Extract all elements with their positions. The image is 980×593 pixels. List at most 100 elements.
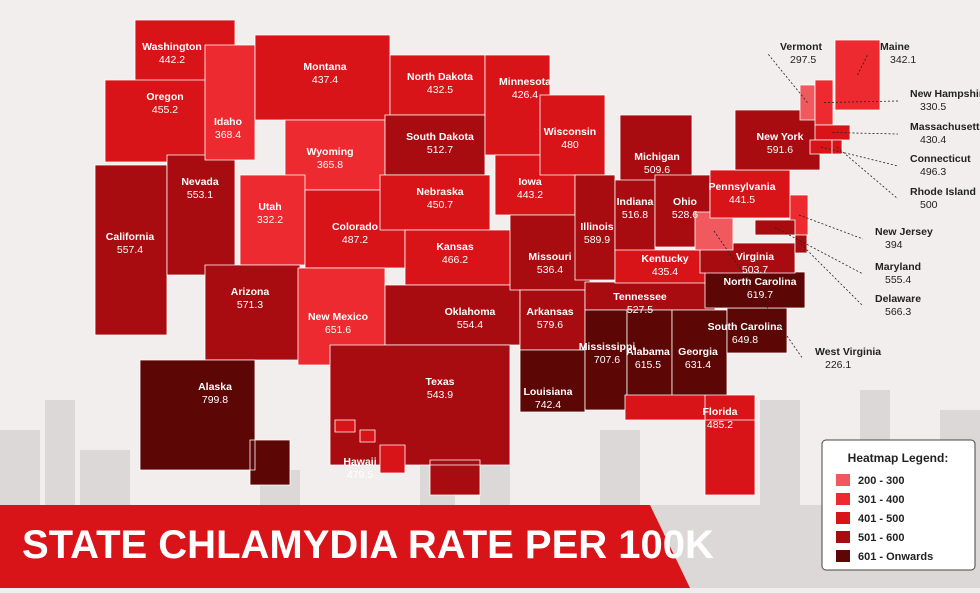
legend-box	[821, 439, 976, 571]
state-name: New Mexico	[308, 311, 368, 323]
state-rate: 799.8	[202, 394, 228, 406]
state-rate: 365.8	[317, 159, 343, 171]
state-name: Hawaii	[343, 456, 376, 468]
state-name: New Hampshire	[910, 88, 980, 100]
legend-swatch	[836, 493, 850, 505]
state-rate: 555.4	[885, 274, 911, 286]
state-rate: 554.4	[457, 319, 483, 331]
state-name: Vermont	[780, 41, 823, 53]
state-name: West Virginia	[815, 346, 881, 358]
callout-line	[767, 53, 808, 103]
callout-line	[832, 132, 899, 135]
state-name: Alabama	[626, 346, 670, 358]
state-name: New Jersey	[875, 226, 933, 238]
state-name: Massachusetts	[910, 121, 980, 133]
state-rate: 557.4	[117, 244, 143, 256]
legend-label: 200 - 300	[858, 475, 904, 487]
state-name: Iowa	[518, 176, 541, 188]
state-rate: 579.6	[537, 319, 563, 331]
title-banner	[0, 505, 690, 588]
state-name: Michigan	[634, 151, 680, 163]
state-name: Nevada	[181, 176, 219, 188]
state-name: Florida	[702, 406, 737, 418]
state-name: South Carolina	[708, 321, 783, 333]
state-rate: 516.8	[622, 209, 648, 221]
callout-line	[820, 146, 899, 167]
state	[699, 242, 796, 274]
state-rate: 528.6	[672, 209, 698, 221]
state	[94, 164, 168, 336]
state-rate: 503.7	[742, 264, 768, 276]
state	[204, 44, 256, 161]
state	[734, 109, 821, 171]
state-name: Kansas	[436, 241, 474, 253]
state-rate: 435.4	[652, 266, 678, 278]
state-rate: 480	[561, 139, 579, 151]
state-rate: 651.6	[325, 324, 351, 336]
state-name: Nebraska	[416, 186, 463, 198]
state-name: North Dakota	[407, 71, 473, 83]
state-rate: 571.3	[237, 299, 263, 311]
callout-line	[713, 230, 804, 360]
state-rate: 466.2	[442, 254, 468, 266]
state-rate: 226.1	[825, 359, 851, 371]
state-name: Wyoming	[306, 146, 353, 158]
state-name: Arizona	[231, 286, 270, 298]
state	[519, 349, 586, 413]
state-rate: 430.4	[920, 134, 946, 146]
state-rate: 615.5	[635, 359, 661, 371]
legend-title: Heatmap Legend:	[848, 451, 949, 465]
state-name: Virginia	[736, 251, 774, 263]
state-rate: 426.4	[512, 89, 538, 101]
state-name: Oklahoma	[445, 306, 496, 318]
state-rate: 591.6	[767, 144, 793, 156]
state-name: Indiana	[617, 196, 654, 208]
legend-label: 401 - 500	[858, 513, 904, 525]
state-rate: 432.5	[427, 84, 453, 96]
state-name: Wisconsin	[544, 126, 596, 138]
title: STATE CHLAMYDIA RATE PER 100K	[22, 523, 714, 567]
state	[166, 154, 236, 276]
callout-line	[800, 243, 864, 307]
state-rate: 566.3	[885, 306, 911, 318]
legend-label: 301 - 400	[858, 494, 904, 506]
state-name: Minnesota	[499, 76, 551, 88]
legend-swatch	[836, 512, 850, 524]
state-rate: 619.7	[747, 289, 773, 301]
state-rate: 527.5	[627, 304, 653, 316]
legend-swatch	[836, 550, 850, 562]
state-rate: 536.4	[537, 264, 563, 276]
state-name: Georgia	[678, 346, 718, 358]
state-name: Idaho	[214, 116, 242, 128]
state-name: Rhode Island	[910, 186, 976, 198]
state	[334, 419, 406, 474]
legend-swatch	[836, 474, 850, 486]
state-name: Illinois	[580, 221, 613, 233]
state-name: South Dakota	[406, 131, 474, 143]
callout-line	[836, 146, 899, 200]
state	[329, 344, 511, 496]
state-rate: 450.7	[427, 199, 453, 211]
state-rate: 342.1	[890, 54, 916, 66]
state-rate: 543.9	[427, 389, 453, 401]
state-name: Ohio	[673, 196, 697, 208]
state-rate: 589.9	[584, 234, 610, 246]
state-rate: 631.4	[685, 359, 711, 371]
state-name: Mississippi	[579, 341, 636, 353]
state-name: Washington	[142, 41, 202, 53]
state-rate: 649.8	[732, 334, 758, 346]
state-rate: 509.6	[644, 164, 670, 176]
state-name: Kentucky	[641, 253, 688, 265]
state-name: Pennsylvania	[708, 181, 775, 193]
state-name: Utah	[258, 201, 281, 213]
state-name: California	[106, 231, 155, 243]
state-rate: 442.2	[159, 54, 185, 66]
state	[204, 264, 301, 361]
state-name: Delaware	[875, 293, 921, 305]
state-rate: 297.5	[790, 54, 816, 66]
states	[94, 19, 881, 496]
state-name: Colorado	[332, 221, 378, 233]
callout-line	[798, 214, 864, 240]
state-rate: 512.7	[427, 144, 453, 156]
